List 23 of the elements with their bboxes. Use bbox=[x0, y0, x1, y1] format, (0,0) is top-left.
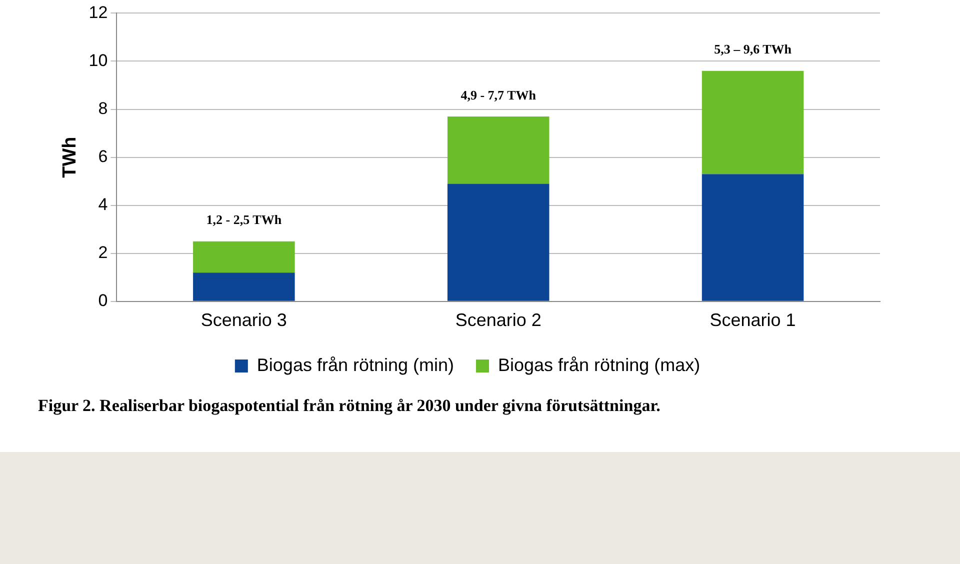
x-tick-label: Scenario 1 bbox=[710, 310, 796, 330]
bar bbox=[447, 116, 550, 184]
y-tick-label: 10 bbox=[88, 50, 108, 70]
bar bbox=[447, 184, 550, 301]
annotation: 4,9 - 7,7 TWh bbox=[460, 87, 537, 102]
legend-label: Biogas från rötning (max) bbox=[498, 354, 700, 375]
text: Figur 2. Realiserbar biogaspotential från rötning år 2030 under givna förutsättningar. bbox=[38, 396, 660, 416]
annotation: 1,2 - 2,5 TWh bbox=[206, 212, 282, 228]
x-tick-label: Scenario 2 bbox=[455, 310, 542, 330]
y-tick-label: 8 bbox=[98, 98, 108, 118]
bar bbox=[193, 272, 295, 301]
bar bbox=[702, 70, 804, 174]
y-axis-title: TWh bbox=[60, 136, 81, 178]
legend-label: Biogas från rötning (min) bbox=[256, 354, 454, 375]
y-tick-label: 12 bbox=[88, 2, 108, 22]
y-tick-label: 6 bbox=[98, 146, 108, 166]
y-tick-label: 4 bbox=[98, 195, 108, 214]
bar bbox=[702, 174, 804, 301]
annotation: 5,3 – 9,6 TWh bbox=[714, 42, 792, 57]
bar bbox=[193, 241, 295, 273]
y-tick-label: 2 bbox=[98, 243, 108, 262]
y-tick-label: 0 bbox=[98, 291, 108, 310]
x-tick-label: Scenario 3 bbox=[200, 310, 287, 330]
